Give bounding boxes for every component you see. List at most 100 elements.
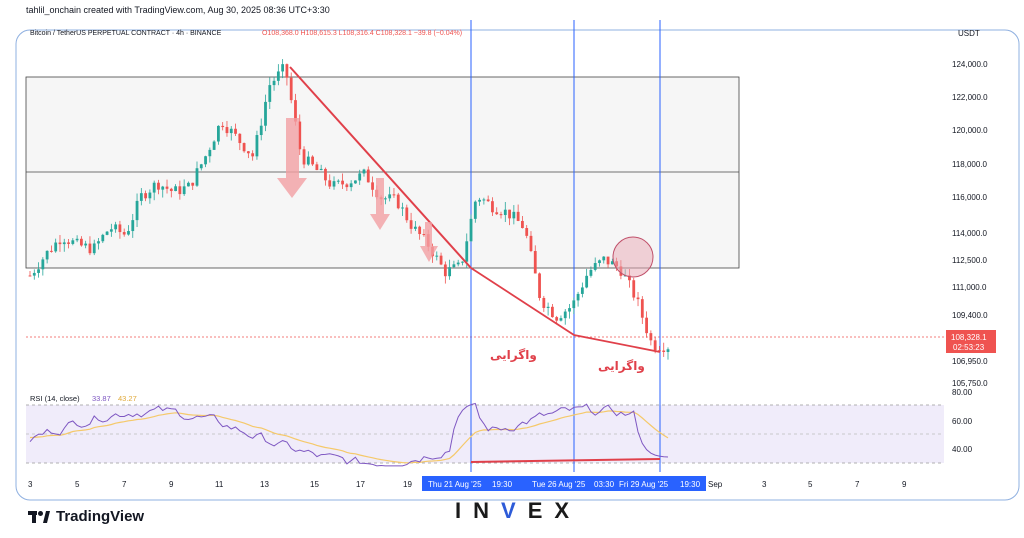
candle-body <box>229 128 233 134</box>
candle-body <box>114 224 118 230</box>
candle-body <box>217 125 220 142</box>
candle-body <box>212 141 216 150</box>
time-highlight-aug26: Tue 26 Aug '25 <box>532 480 586 489</box>
candle-body <box>559 318 563 321</box>
time-tick: 11 <box>215 480 224 489</box>
candle-body <box>345 184 349 188</box>
rsi-axis-label: 60.00 <box>952 417 973 426</box>
candle-body <box>383 198 387 200</box>
candle-body <box>362 169 366 174</box>
candle-body <box>122 232 126 235</box>
candle-body <box>354 180 357 184</box>
rsi-value: 33.87 <box>92 394 111 403</box>
candle-body <box>491 201 494 213</box>
last-price-value: 108,328.1 <box>951 333 987 342</box>
candle-body <box>580 287 584 294</box>
candle-body <box>636 297 640 300</box>
countdown: 02:53:23 <box>953 343 985 352</box>
candle-body <box>546 306 550 308</box>
divergence-line-rsi <box>470 458 661 463</box>
candle-body <box>157 182 160 190</box>
time-tick: 13 <box>260 480 269 489</box>
time-tick: 5 <box>808 480 813 489</box>
candle-body <box>225 127 229 134</box>
candle-body <box>148 192 152 199</box>
candle-body <box>448 267 452 277</box>
candle-body <box>246 151 250 154</box>
price-axis: 124,000.0 122,000.0 120,000.0 118,000.0 … <box>952 60 988 388</box>
time-highlight-aug21: Thu 21 Aug '25 <box>428 480 482 489</box>
candle-body <box>319 168 323 171</box>
time-highlight-time1: 19:30 <box>492 480 513 489</box>
candle-body <box>37 269 40 273</box>
candle-body <box>469 218 473 242</box>
price-label: 112,500.0 <box>952 256 988 265</box>
candle-body <box>152 182 156 193</box>
candle-body <box>632 280 636 298</box>
symbol-line: Bitcoin / TetherUS PERPETUAL CONTRACT · … <box>30 30 222 37</box>
candle-body <box>97 241 100 244</box>
candle-body <box>208 149 212 157</box>
candle-body <box>516 211 520 221</box>
candle-body <box>109 229 113 232</box>
candle-body <box>598 260 601 264</box>
candle-body <box>28 275 32 277</box>
candle-body <box>302 149 306 165</box>
price-label: 118,000.0 <box>952 160 988 169</box>
candle-body <box>409 220 413 229</box>
price-label: 106,950.0 <box>952 357 988 366</box>
candle-body <box>392 194 396 196</box>
candle-body <box>259 125 263 136</box>
candle-body <box>131 220 135 232</box>
candle-body <box>371 182 374 190</box>
candle-body <box>503 209 507 216</box>
candle-body <box>276 71 280 81</box>
candle-body <box>396 194 400 209</box>
candle-body <box>88 243 92 254</box>
candle-body <box>264 101 267 126</box>
time-tick: 9 <box>169 480 174 489</box>
candle-body <box>285 64 289 78</box>
candle-body <box>251 153 255 157</box>
candle-body <box>568 308 571 312</box>
tradingview-logo-text: TradingView <box>56 508 145 525</box>
candle-body <box>610 261 614 265</box>
candle-body <box>50 250 53 252</box>
candle-body <box>550 306 554 318</box>
rsi-axis-label: 80.00 <box>952 388 973 397</box>
price-label: 120,000.0 <box>952 126 988 135</box>
candle-body <box>54 242 58 252</box>
candle-body <box>58 242 62 245</box>
candle-body <box>418 226 422 235</box>
candle-body <box>585 275 589 288</box>
price-label: 105,750.0 <box>952 379 988 388</box>
rsi-axis-label: 40.00 <box>952 445 973 454</box>
candle-body <box>366 169 370 183</box>
down-arrow-icon <box>420 222 438 262</box>
candle-body <box>75 238 79 241</box>
downtrend-line <box>289 66 472 269</box>
candle-body <box>521 220 524 229</box>
candle-body <box>602 256 606 261</box>
candle-body <box>452 264 456 268</box>
candle-body <box>127 231 130 235</box>
time-tick: 3 <box>28 480 33 489</box>
candle-body <box>281 64 285 72</box>
candle-body <box>187 182 190 187</box>
candle-body <box>495 212 499 215</box>
candle-body <box>401 207 404 209</box>
candle-body <box>165 186 169 189</box>
last-price-tag <box>946 330 996 353</box>
price-label: 116,000.0 <box>952 193 988 202</box>
rsi-ma-line <box>29 410 669 464</box>
candle-body <box>486 199 490 202</box>
candle-body <box>32 272 36 276</box>
candle-body <box>182 186 186 195</box>
candle-body <box>178 186 182 195</box>
candle-body <box>443 264 447 277</box>
candle-body <box>71 240 75 244</box>
candle-body <box>508 209 511 219</box>
candle-body <box>358 173 362 181</box>
candle-body <box>311 156 315 165</box>
